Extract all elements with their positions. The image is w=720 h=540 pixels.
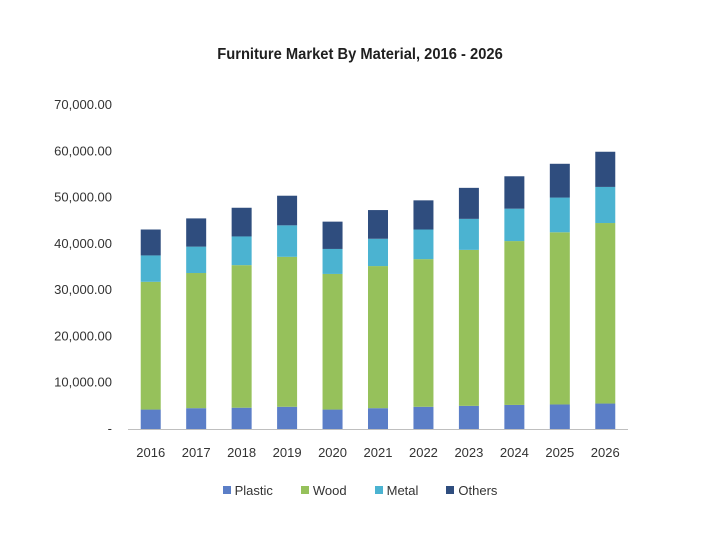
- x-tick-label: 2021: [364, 445, 393, 460]
- bar-metal-2018: [231, 236, 252, 266]
- legend-swatch: [446, 486, 455, 494]
- bar-plastic-2021: [368, 408, 388, 429]
- bar-others-2018: [231, 207, 252, 237]
- bar-metal-2022: [413, 229, 434, 260]
- chart-title: Furniture Market By Material, 2016 - 202…: [217, 46, 503, 63]
- legend-label: Others: [458, 482, 498, 498]
- bar-others-2023: [458, 187, 479, 219]
- bar-wood-2021: [368, 266, 388, 409]
- y-tick-label: 20,000.00: [54, 328, 112, 343]
- bar-metal-2024: [504, 208, 525, 242]
- bar-others-2017: [186, 218, 207, 247]
- bar-plastic-2017: [186, 408, 207, 429]
- bar-plastic-2019: [277, 406, 298, 429]
- y-tick-label: -: [108, 421, 112, 436]
- x-tick-label: 2017: [182, 445, 211, 460]
- bar-wood-2019: [277, 256, 298, 407]
- bar-wood-2026: [595, 223, 616, 404]
- bar-plastic-2018: [231, 407, 252, 429]
- bar-wood-2025: [549, 232, 570, 405]
- y-tick-label: 10,000.00: [54, 375, 112, 390]
- bar-metal-2023: [458, 218, 479, 250]
- bar-others-2025: [549, 163, 570, 198]
- bar-others-2022: [413, 200, 434, 230]
- bar-plastic-2016: [140, 409, 161, 429]
- bar-others-2019: [277, 195, 298, 226]
- y-tick-label: 70,000.00: [54, 97, 112, 112]
- x-tick-label: 2023: [454, 445, 483, 460]
- bar-wood-2020: [322, 273, 343, 410]
- bar-metal-2020: [322, 248, 343, 274]
- bar-others-2021: [368, 210, 388, 239]
- legend-swatch: [300, 486, 309, 494]
- bar-metal-2017: [186, 246, 207, 274]
- x-tick-label: 2018: [227, 445, 256, 460]
- bar-plastic-2022: [413, 406, 434, 429]
- bar-plastic-2023: [458, 405, 479, 429]
- legend-item-plastic: Plastic: [222, 482, 273, 498]
- bar-wood-2024: [504, 241, 525, 405]
- bar-metal-2026: [595, 186, 616, 224]
- legend-label: Metal: [386, 482, 419, 498]
- bar-metal-2019: [277, 225, 298, 257]
- legend-swatch: [222, 486, 231, 494]
- y-tick-label: 40,000.00: [54, 236, 112, 251]
- bar-plastic-2026: [595, 403, 616, 429]
- x-tick-label: 2026: [591, 445, 620, 460]
- legend-item-others: Others: [446, 483, 497, 498]
- legend-item-metal: Metal: [374, 482, 419, 498]
- bar-wood-2018: [231, 265, 252, 408]
- x-tick-label: 2016: [136, 445, 165, 460]
- bar-others-2016: [140, 229, 161, 256]
- bar-plastic-2025: [549, 404, 570, 429]
- bar-others-2020: [322, 221, 343, 249]
- y-tick-label: 60,000.00: [54, 143, 112, 158]
- bar-wood-2017: [186, 273, 207, 409]
- legend-swatch: [374, 486, 383, 494]
- bar-wood-2016: [140, 281, 161, 410]
- x-tick-label: 2025: [545, 445, 574, 460]
- legend-label: Wood: [312, 482, 347, 498]
- bar-metal-2025: [549, 197, 570, 233]
- bar-others-2026: [595, 151, 616, 187]
- y-tick-label: 50,000.00: [54, 190, 112, 205]
- bar-plastic-2024: [504, 404, 525, 429]
- legend: Plastic Wood Metal Others: [0, 480, 720, 500]
- legend-item-wood: Wood: [300, 482, 347, 498]
- x-tick-label: 2020: [318, 445, 347, 460]
- y-tick-label: 30,000.00: [54, 282, 112, 297]
- legend-label: Plastic: [234, 482, 273, 498]
- bar-others-2024: [504, 176, 525, 209]
- x-tick-label: 2024: [500, 445, 529, 460]
- bar-metal-2021: [368, 238, 388, 267]
- bar-metal-2016: [140, 255, 161, 282]
- bar-plastic-2020: [322, 409, 343, 429]
- bar-wood-2023: [458, 249, 479, 406]
- bar-wood-2022: [413, 259, 434, 407]
- x-tick-label: 2019: [273, 445, 302, 460]
- x-tick-label: 2022: [409, 445, 438, 460]
